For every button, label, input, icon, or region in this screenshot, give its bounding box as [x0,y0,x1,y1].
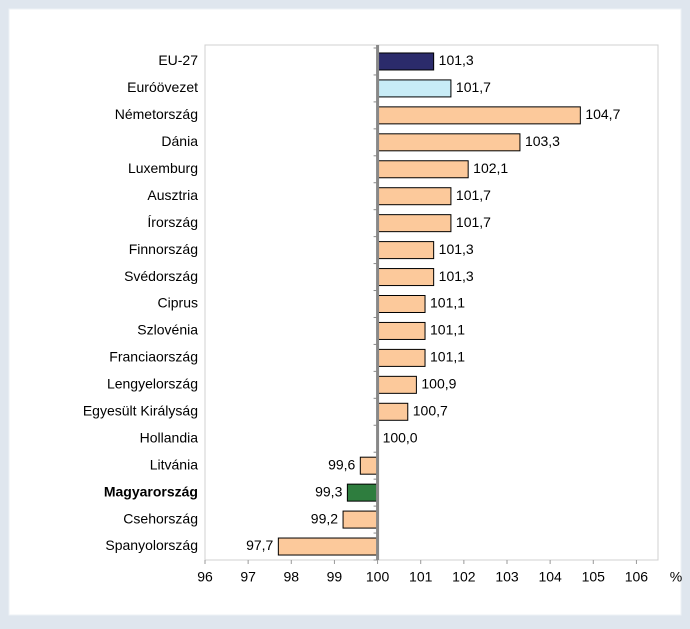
bar [377,295,426,313]
y-tick-label: Dánia [161,133,198,149]
y-tick-label: Svédország [124,268,198,284]
value-label: 100,9 [421,376,456,392]
bar [342,510,379,529]
bar [377,214,452,233]
value-label: 101,1 [430,322,465,338]
y-tick-label: Szlovénia [137,322,198,338]
x-tick-label: 100 [366,569,390,585]
value-label: 101,3 [439,52,474,68]
x-tick-label: 97 [240,569,256,585]
y-tick-label: Euróövezet [127,79,198,95]
bar [377,268,435,287]
value-label: 101,1 [430,295,465,311]
value-label: 99,6 [328,456,355,472]
x-tick-label: 101 [409,569,433,585]
bar [377,52,435,71]
y-tick-label: Finnország [129,241,198,257]
y-tick-label: Ciprus [158,295,198,311]
x-tick-label: 96 [197,569,213,585]
value-label: 101,7 [456,187,491,203]
y-tick-label: Franciaország [109,349,198,365]
value-label: 101,3 [439,241,474,257]
value-label: 99,3 [315,483,342,499]
bar [377,187,452,206]
y-tick-label: Ausztria [147,187,198,203]
value-label: 102,1 [473,160,508,176]
y-tick-label: Egyesült Királyság [83,402,198,418]
bar [277,537,379,556]
bar [377,79,452,98]
x-tick-label: 98 [283,569,299,585]
bar [377,241,435,260]
y-tick-label: Hollandia [140,429,199,445]
bar [377,348,426,367]
bar [346,483,379,502]
y-tick-label: Magyarország [104,483,198,499]
bar [359,456,379,475]
x-tick-label: 99 [327,569,343,585]
y-tick-label: Luxemburg [128,160,198,176]
y-tick-label: EU-27 [158,52,198,68]
value-label: 101,1 [430,349,465,365]
y-tick-label: Németország [115,106,198,122]
x-axis-label: % [670,569,682,585]
x-tick-label: 102 [452,569,476,585]
y-tick-label: Írország [147,214,198,230]
value-label: 100,7 [413,402,448,418]
value-label: 101,7 [456,214,491,230]
y-tick-label: Lengyelország [107,376,198,392]
x-tick-label: 103 [495,569,519,585]
value-label: 101,7 [456,79,491,95]
y-tick-label: Litvánia [150,456,198,472]
bar [377,321,426,340]
bar [377,375,417,394]
y-tick-label: Spanyolország [105,537,198,553]
bar [377,106,581,125]
value-label: 97,7 [246,537,273,553]
bar [377,160,469,179]
value-label: 101,3 [439,268,474,284]
bar [377,133,521,152]
x-tick-label: 104 [538,569,562,585]
value-label: 103,3 [525,133,560,149]
value-label: 100,0 [383,429,418,445]
value-label: 104,7 [585,106,620,122]
plot-frame [204,44,659,561]
x-tick-label: 105 [582,569,606,585]
y-tick-label: Csehország [123,510,198,526]
bar [377,402,409,421]
x-tick-label: 106 [625,569,649,585]
value-label: 99,2 [311,510,338,526]
